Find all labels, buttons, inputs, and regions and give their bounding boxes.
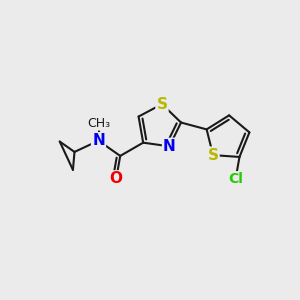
Text: CH₃: CH₃ — [87, 117, 110, 130]
Text: S: S — [208, 148, 218, 163]
Text: N: N — [163, 139, 176, 154]
Text: N: N — [92, 133, 105, 148]
Text: O: O — [110, 171, 123, 186]
Text: Cl: Cl — [228, 172, 243, 186]
Text: S: S — [157, 97, 167, 112]
